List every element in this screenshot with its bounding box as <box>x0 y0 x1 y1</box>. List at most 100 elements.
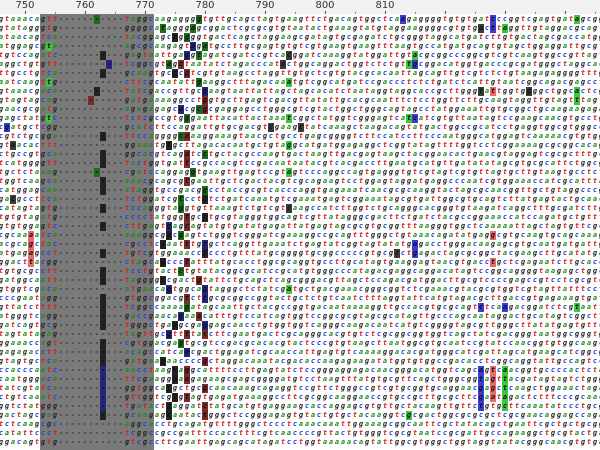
sequence-row[interactable]: ctgtcaaatc-----------gttggtcgtgtagtgagat… <box>0 393 600 402</box>
sequence-row[interactable]: tgtgcgcctt-----------tcctgtactctgtatacgg… <box>0 267 600 276</box>
sequence-row[interactable]: gagagacctt-----------acagccatcaacgactgga… <box>0 348 600 357</box>
sequence-row[interactable]: ataacagtca-----------tacggagcaggggtgactc… <box>0 33 600 42</box>
sequence-row[interactable]: acgcagctac-----------cgcctccaatttgtgctca… <box>0 240 600 249</box>
residue-cell: - <box>94 60 100 68</box>
residue-cell: a <box>0 60 4 69</box>
sequence-row[interactable]: ggtctatggg-----------tgatactgaggatctatgc… <box>0 402 600 411</box>
sequence-row[interactable]: atggagcgta-----------agcgcaagagtagatgcct… <box>0 42 600 51</box>
sequence-row[interactable]: gtgtggagtc-----------cttgagtgagcagtatgtg… <box>0 222 600 231</box>
sequence-row[interactable]: tgtccagatc-----------gagtaattgaggtagatcg… <box>0 51 600 60</box>
residue-cell: g <box>202 168 208 176</box>
residue-cell: a <box>424 204 430 212</box>
residue-cell: t <box>436 141 442 149</box>
residue-cell: t <box>586 204 592 212</box>
residue-cell: a <box>448 249 454 257</box>
residue-cell: c <box>172 123 178 131</box>
residue-cell: c <box>598 195 600 204</box>
sequence-row[interactable]: cgtctgcgga-----------ttccaggggcaaaggaaag… <box>0 132 600 141</box>
residue-cell: g <box>142 258 148 266</box>
residue-cell: a <box>574 177 580 185</box>
sequence-row[interactable]: gtatagggtg-----------ggggcatagggagcggact… <box>0 24 600 33</box>
residue-cell: a <box>376 114 382 122</box>
sequence-row[interactable]: gatggcaatt-----------taggggccgactgtattct… <box>0 276 600 285</box>
sequence-row[interactable]: gtaacacttt-----------ggaaatgtgcttagacaca… <box>0 141 600 150</box>
residue-cell: - <box>106 105 112 113</box>
sequence-row[interactable]: gaacgcgatg-----------agagagagcacgcgcgagg… <box>0 105 600 114</box>
sequence-row[interactable]: tgctctaaag-----------cgatccaggaggtgaagtt… <box>0 168 600 177</box>
residue-cell: c <box>424 105 430 113</box>
residue-cell: g <box>394 375 400 383</box>
sequence-row[interactable]: cgcaaaatca-----------aaaggcgacgagtctgggt… <box>0 231 600 240</box>
residue-cell: g <box>328 132 334 140</box>
sequence-row[interactable]: gtggtcgaca-----------atgaacagtggcagtaggg… <box>0 285 600 294</box>
residue-cell: g <box>34 33 40 41</box>
sequence-row[interactable]: ggacagtgtg-----------gtcgccttcgaattgagca… <box>0 438 600 447</box>
residue-cell: - <box>118 339 124 347</box>
residue-cell: a <box>184 438 190 446</box>
sequence-row[interactable]: ggaaaccagt-----------cgtggacgagtgcgtccga… <box>0 339 600 348</box>
residue-cell: t <box>574 249 580 257</box>
residue-cell: t <box>166 438 172 446</box>
residue-cell: - <box>58 150 64 158</box>
residue-cell: t <box>232 177 238 185</box>
residue-cell: g <box>598 231 600 240</box>
sequence-row[interactable]: gtagtgctca-----------gatgaagaaccccgctagg… <box>0 357 600 366</box>
residue-cell: a <box>298 159 304 167</box>
residue-cell: a <box>502 393 508 402</box>
sequence-row[interactable]: cccgaatagg-----------gtggcggacgtcttgcgcg… <box>0 294 600 303</box>
sequence-row[interactable]: caatgggaca-----------ttcgaaggaaagagaagcg… <box>0 375 600 384</box>
residue-cell: c <box>46 150 52 158</box>
residue-cell: g <box>214 105 220 113</box>
sequence-row[interactable]: gtagtagcag-----------gatgaaaaggcctggtgct… <box>0 96 600 105</box>
sequence-row[interactable]: catattccct-----------tcggccgccgatttccacc… <box>0 429 600 438</box>
sequence-row[interactable]: tatcgtatca-----------ggtggcatgctgcgcaaca… <box>0 384 600 393</box>
residue-cell: c <box>190 249 196 257</box>
sequence-row[interactable]: gttatctttt-----------tcggccaaaagatagcaat… <box>0 303 600 312</box>
sequence-row[interactable]: tctcaagcgc-----------aggcacctgcagatgtttt… <box>0 420 600 429</box>
sequence-row[interactable]: ctgccgtgca-----------ggcacgtcagatcctgcta… <box>0 150 600 159</box>
residue-cell: t <box>166 141 172 150</box>
residue-cell: g <box>424 51 430 59</box>
residue-cell: t <box>382 159 388 167</box>
residue-cell: t <box>4 87 10 95</box>
residue-cell: a <box>208 60 214 68</box>
sequence-row[interactable]: aatcaagttg-----------cttcgcaatattgaaggct… <box>0 78 600 87</box>
sequence-row[interactable]: gatcagtgcg-----------tgggctgaagcgaggagca… <box>0 321 600 330</box>
residue-cell: c <box>142 177 148 185</box>
residue-cell: a <box>448 132 454 140</box>
residue-cell: g <box>598 159 600 168</box>
residue-cell: g <box>340 105 346 113</box>
sequence-row[interactable]: aggctgtgtt-----------tcggcgtagctaatatcta… <box>0 60 600 69</box>
sequence-row[interactable]: ttgcctgtca-----------gcaagtgcccgtcgtgtaa… <box>0 69 600 78</box>
sequence-row[interactable]: cgatgctcgg-----------gcatcttccaggattgtgc… <box>0 123 600 132</box>
residue-cell: a <box>52 177 58 185</box>
sequence-row[interactable]: tagtatagag-----------tagttgcgttttaccttcg… <box>0 330 600 339</box>
residue-cell: a <box>238 141 244 149</box>
sequence-row[interactable]: gtaaacgaca-----------tatcgaccgttgcgaagta… <box>0 87 600 96</box>
sequence-row[interactable]: atgggtcagg-----------gaccgaacagaaacatttg… <box>0 312 600 321</box>
sequence-row[interactable]: gacgccttca-----------tctggatcgtcctctctga… <box>0 195 600 204</box>
residue-cell: g <box>334 177 340 185</box>
residue-cell: - <box>94 159 100 167</box>
sequence-row[interactable]: tggtcaagca-----------aaacgcagcgtgaattgct… <box>0 177 600 186</box>
sequence-row[interactable]: catggagcaa-----------ataggtgccgacggcctac… <box>0 186 600 195</box>
sequence-row[interactable]: ggacttacgg-----------ctagcagccctatttatgc… <box>0 258 600 267</box>
sequence-alignment-grid[interactable]: gtaaacagtt-----------taggcaagaggggtgttgc… <box>0 14 600 450</box>
residue-cell: a <box>346 24 352 32</box>
sequence-row[interactable]: ccacccaatc-----------aacctaagcaggcattttc… <box>0 366 600 375</box>
residue-cell: g <box>232 204 238 212</box>
sequence-row[interactable]: tcatggggtt-----------tactggtgattccgccacg… <box>0 159 600 168</box>
sequence-row[interactable]: catagtagtg-----------tccagggtaggtgttaaag… <box>0 204 600 213</box>
sequence-row[interactable]: gtaaacagtt-----------taggcaagaggggtgttgc… <box>0 15 600 24</box>
residue-cell: c <box>532 393 538 401</box>
residue-cell: a <box>148 375 154 383</box>
residue-cell: g <box>250 213 256 221</box>
sequence-row[interactable]: gagctatgtc-----------tctcgccgtgggaattaca… <box>0 114 600 123</box>
residue-cell: g <box>550 51 556 59</box>
sequence-row[interactable]: gactagcgag-----------gcaagagcaatactgggct… <box>0 411 600 420</box>
sequence-row[interactable]: atgagagcct-----------tgtcgtggaaacccccctg… <box>0 249 600 258</box>
residue-cell: g <box>394 195 400 203</box>
residue-cell: a <box>328 303 334 311</box>
sequence-row[interactable]: tgtgtagatg-----------cccctatgggtgcttgcgt… <box>0 213 600 222</box>
